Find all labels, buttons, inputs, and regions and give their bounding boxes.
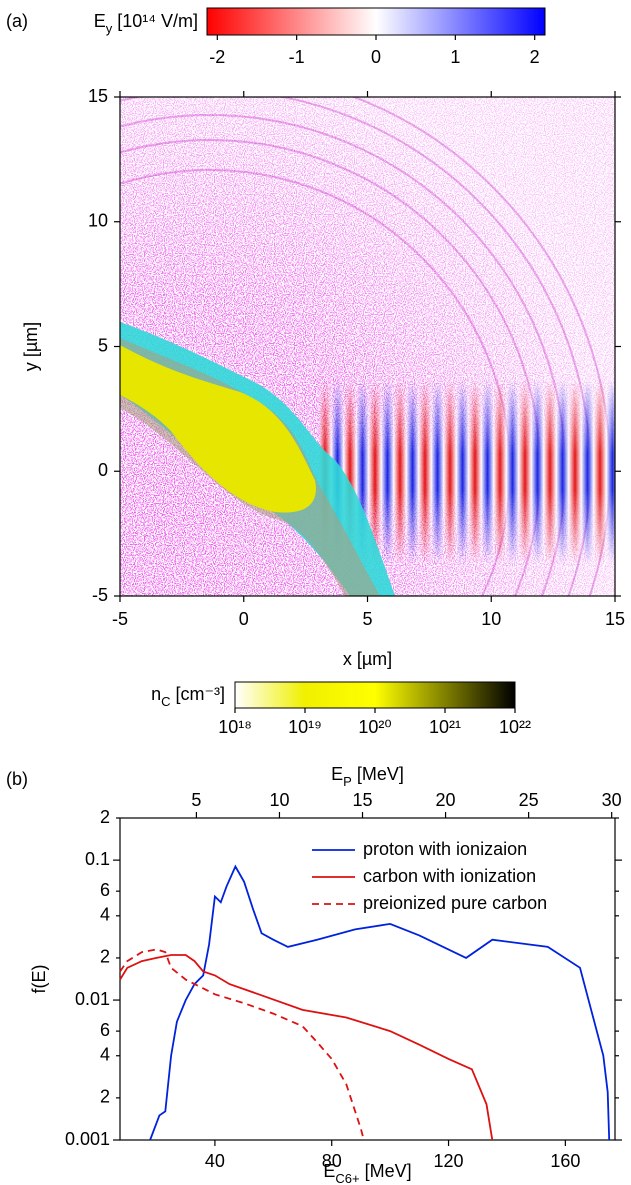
colorbar-tick-label: -2 bbox=[209, 47, 225, 67]
series-line bbox=[149, 864, 611, 1141]
legend-label: carbon with ionization bbox=[363, 866, 536, 886]
colorbar-label-part: y bbox=[106, 21, 113, 36]
y-tick-label: 0.1 bbox=[85, 849, 110, 869]
y-tick-label: 2 bbox=[100, 947, 110, 967]
y-axis-label: y [µm] bbox=[21, 322, 41, 371]
x-axis-label: x [µm] bbox=[343, 649, 392, 669]
colorbar-tick-label: 10²⁰ bbox=[358, 717, 391, 737]
series-line bbox=[119, 954, 494, 1141]
legend-label: preionized pure carbon bbox=[363, 893, 547, 913]
x-axis-label-part: x [µm] bbox=[343, 649, 392, 669]
legend: proton with ionizaion carbon with ionizat… bbox=[312, 839, 547, 913]
colorbar-tick-label: 10²¹ bbox=[429, 717, 461, 737]
x-tick-label: 0 bbox=[239, 609, 249, 629]
colorbar-label-part: [cm⁻³] bbox=[171, 684, 226, 704]
y-tick-label: 0.01 bbox=[75, 989, 110, 1009]
x-axis-label-part: E bbox=[323, 1161, 335, 1181]
x2-tick-label: 25 bbox=[519, 790, 539, 810]
colorbar bbox=[206, 7, 546, 36]
y-tick-label: 2 bbox=[100, 807, 110, 827]
x-tick-label: 10 bbox=[481, 609, 501, 629]
colorbar bbox=[234, 681, 516, 709]
y-tick-label: 5 bbox=[98, 335, 108, 355]
y-tick-label: 0.001 bbox=[65, 1129, 110, 1149]
colorbar-tick-label: 10¹⁸ bbox=[218, 717, 252, 737]
series-line bbox=[119, 948, 365, 1141]
x2-axis-label-part: [MeV] bbox=[352, 764, 404, 784]
x2-tick-label: 5 bbox=[191, 790, 201, 810]
colorbar-tick-label: 10¹⁹ bbox=[288, 717, 322, 737]
y-tick-label: -5 bbox=[92, 585, 108, 605]
colorbar-label-part: n bbox=[151, 684, 161, 704]
field-image bbox=[120, 97, 615, 596]
y-tick-label: 6 bbox=[100, 880, 110, 900]
x-axis-label-part: [MeV] bbox=[360, 1161, 412, 1181]
panel-label: (b) bbox=[6, 769, 28, 789]
x-tick-label: -5 bbox=[112, 609, 128, 629]
colorbar-label-part: C bbox=[161, 694, 170, 709]
colorbar-tick-label: 0 bbox=[371, 47, 381, 67]
y-axis-label-part: y [µm] bbox=[21, 322, 41, 371]
y-axis-label: f(E) bbox=[29, 965, 49, 994]
colorbar-label: Ey [10¹⁴ V/m] bbox=[94, 11, 198, 36]
x-tick-label: 80 bbox=[322, 1151, 342, 1171]
y-tick-label: 4 bbox=[100, 905, 110, 925]
x-tick-label: 15 bbox=[605, 609, 625, 629]
legend-label: proton with ionizaion bbox=[363, 839, 527, 859]
colorbar-label-part: E bbox=[94, 11, 106, 31]
x2-tick-label: 30 bbox=[602, 790, 622, 810]
colorbar-tick-label: 10²² bbox=[499, 717, 531, 737]
x-tick-label: 160 bbox=[550, 1151, 580, 1171]
x-tick-label: 120 bbox=[434, 1151, 464, 1171]
colorbar-tick-label: 1 bbox=[450, 47, 460, 67]
y-tick-label: 6 bbox=[100, 1020, 110, 1040]
x2-axis-label-part: E bbox=[331, 764, 343, 784]
colorbar-label: nC [cm⁻³] bbox=[151, 684, 225, 709]
x-axis-label: EC6+ [MeV] bbox=[323, 1161, 411, 1185]
x2-tick-label: 15 bbox=[353, 790, 373, 810]
y-tick-label: 15 bbox=[88, 86, 108, 106]
colorbar-tick-label: 2 bbox=[530, 47, 540, 67]
x2-axis-label-part: P bbox=[343, 774, 352, 789]
colorbar-tick-label: -1 bbox=[289, 47, 305, 67]
x-axis-label-part: C6+ bbox=[335, 1171, 359, 1185]
colorbar-label-part: [10¹⁴ V/m] bbox=[112, 11, 198, 31]
y-tick-label: 2 bbox=[100, 1087, 110, 1107]
x-tick-label: 5 bbox=[362, 609, 372, 629]
x2-tick-label: 20 bbox=[436, 790, 456, 810]
x-tick-label: 40 bbox=[205, 1151, 225, 1171]
y-axis-label-part: f(E) bbox=[29, 965, 49, 994]
y-tick-label: 4 bbox=[100, 1044, 110, 1064]
y-tick-label: 10 bbox=[88, 211, 108, 231]
panel-label: (a) bbox=[6, 11, 28, 31]
x2-tick-label: 10 bbox=[269, 790, 289, 810]
y-tick-label: 0 bbox=[98, 460, 108, 480]
x2-axis-label: EP [MeV] bbox=[331, 764, 404, 789]
